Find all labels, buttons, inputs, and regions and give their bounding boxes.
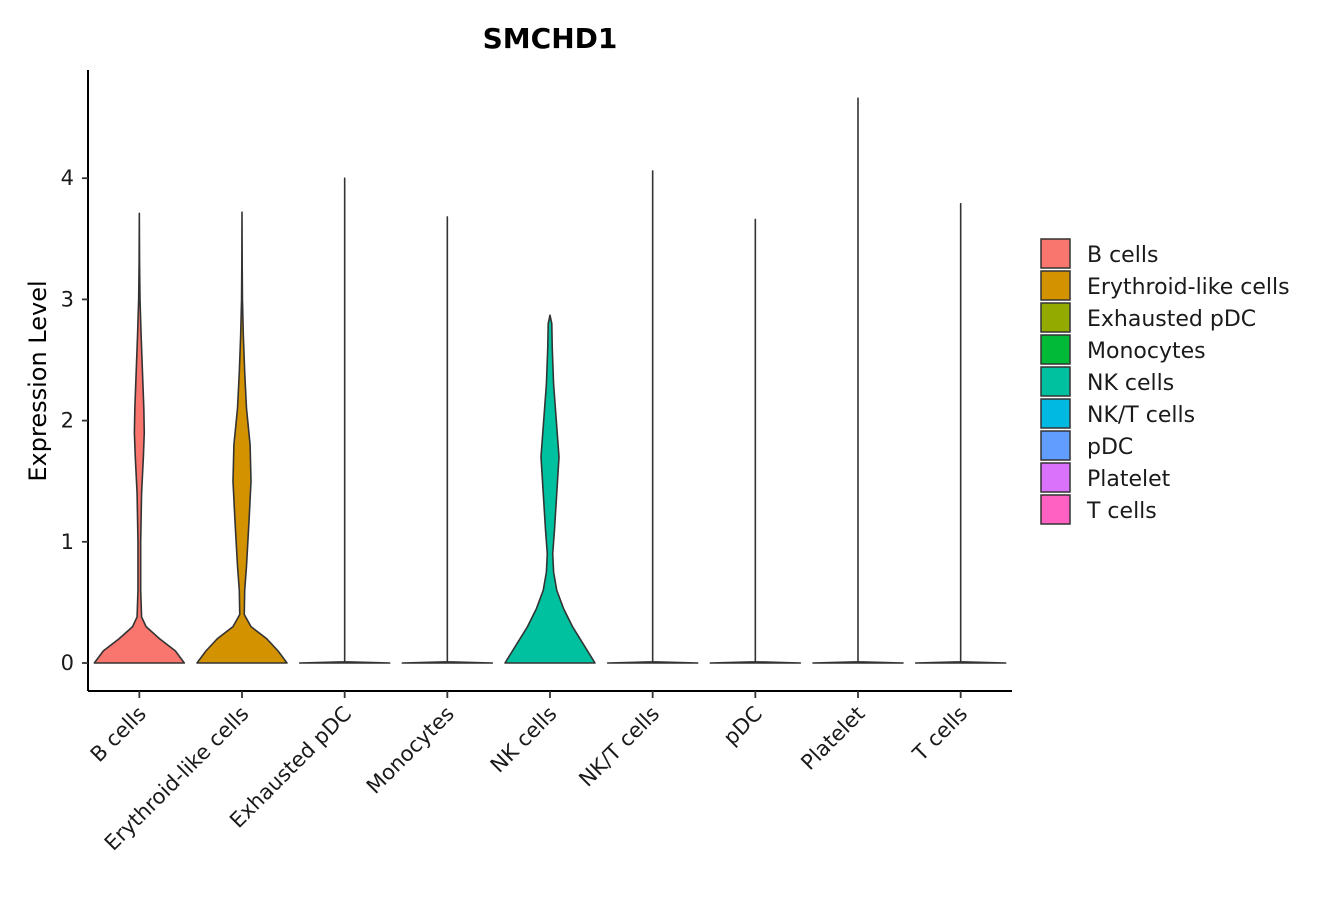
x-tick-label: Monocytes (362, 702, 459, 799)
violin-monocytes (401, 216, 494, 664)
legend-label: NK cells (1087, 371, 1174, 396)
x-tick-label: NK/T cells (574, 702, 664, 792)
y-tick-label: 3 (61, 287, 74, 311)
legend-label: Monocytes (1087, 339, 1206, 364)
legend-key (1040, 238, 1071, 269)
y-tick-label: 0 (61, 651, 74, 675)
legend-label: Erythroid-like cells (1087, 275, 1290, 300)
x-tick-label: T cells (907, 702, 972, 767)
legend-key (1040, 334, 1071, 365)
violin-platelet (812, 97, 904, 664)
legend-key (1040, 270, 1071, 301)
violin-nk-cells (504, 314, 596, 664)
legend-key (1040, 494, 1071, 525)
legend-label: NK/T cells (1087, 403, 1195, 428)
legend-label: Exhausted pDC (1087, 307, 1256, 332)
x-tick-label: Platelet (796, 702, 869, 775)
legend-label: B cells (1087, 243, 1158, 268)
legend-key (1040, 430, 1071, 461)
y-tick-label: 2 (61, 409, 74, 433)
x-tick-label: B cells (86, 702, 151, 767)
y-tick-label: 1 (61, 530, 74, 554)
x-tick-label: pDC (719, 702, 767, 750)
violin-exhausted-pdc (298, 177, 391, 664)
legend-label: pDC (1087, 435, 1133, 460)
legend-key (1040, 366, 1071, 397)
legend: B cells Erythroid-like cells Exhausted pDC… (1040, 238, 1290, 525)
legend-label: T cells (1086, 499, 1157, 524)
x-tick-label: NK cells (486, 702, 562, 778)
violin-erythroid-like-cells (196, 211, 288, 664)
violin-pdc (709, 218, 802, 664)
legend-key (1040, 398, 1071, 429)
violin-t-cells (914, 202, 1007, 664)
violin-b-cells (93, 212, 186, 664)
chart-title: SMCHD1 (483, 22, 618, 55)
legend-key (1040, 462, 1071, 493)
y-axis-title: Expression Level (24, 280, 52, 481)
y-tick-label: 4 (61, 166, 74, 190)
violin-layer (93, 97, 1007, 664)
legend-label: Platelet (1087, 467, 1171, 492)
legend-key (1040, 302, 1071, 333)
violin-nk-t-cells (606, 170, 699, 664)
